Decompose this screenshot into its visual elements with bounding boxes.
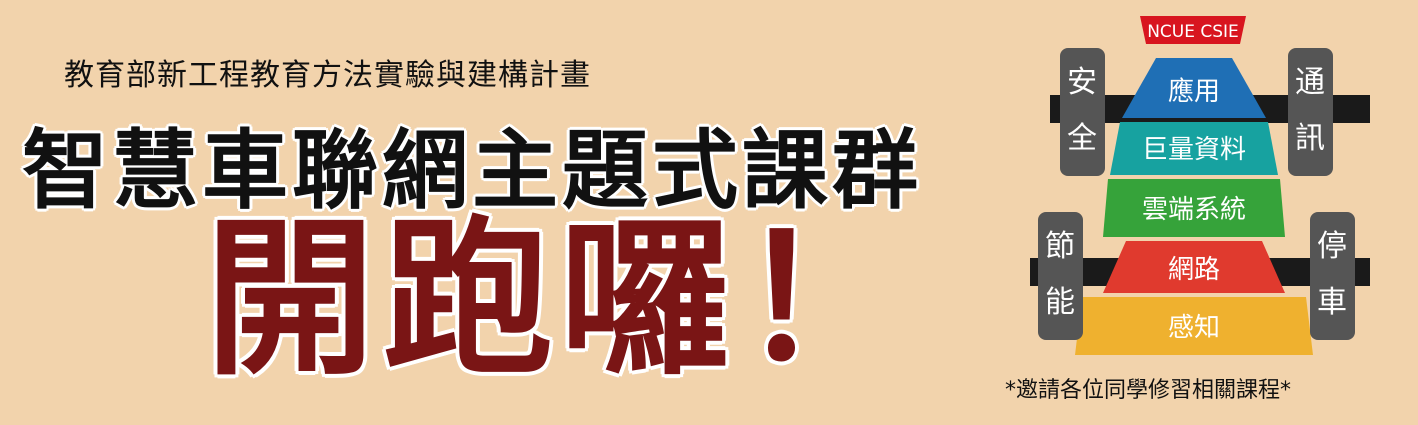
- layer-cloud: [1103, 179, 1285, 237]
- layer-diagram: NCUE CSIE 應用 巨量資料 雲端系統 網路 感知 安全: [1000, 0, 1418, 370]
- course-group-title: 智慧車聯網主題式課群: [22, 121, 922, 221]
- layer-label: 雲端系統: [1142, 195, 1246, 225]
- layer-label: 感知: [1168, 313, 1220, 343]
- wheel-top-right: [1288, 48, 1333, 176]
- side-label-bottom-left: 節能: [1045, 229, 1075, 320]
- wheel-bottom-right: [1310, 212, 1355, 340]
- wheel-top-left: [1060, 48, 1105, 176]
- side-label-top-left: 安全: [1067, 65, 1097, 156]
- invitation-note: *邀請各位同學修習相關課程*: [1005, 378, 1292, 403]
- layer-label: 巨量資料: [1142, 135, 1246, 165]
- ncue-csie-badge: [1140, 16, 1246, 44]
- badge-label: NCUE CSIE: [1147, 22, 1239, 42]
- wheel-bottom-left: [1038, 212, 1083, 340]
- layer-diagram-svg: NCUE CSIE 應用 巨量資料 雲端系統 網路 感知 安全: [1030, 16, 1370, 355]
- side-label-top-right: 通訊: [1295, 65, 1325, 156]
- layer-application: [1122, 58, 1266, 118]
- project-subtitle: 教育部新工程教育方法實驗與建構計畫: [64, 58, 591, 93]
- layer-sensing: [1075, 297, 1313, 355]
- layer-network: [1103, 241, 1285, 293]
- layer-big-data: [1110, 122, 1278, 175]
- layer-label: 應用: [1168, 77, 1220, 107]
- layer-label: 網路: [1168, 255, 1220, 285]
- launch-slogan: 開跑囉！: [205, 201, 918, 399]
- side-label-bottom-right: 停車: [1317, 229, 1347, 320]
